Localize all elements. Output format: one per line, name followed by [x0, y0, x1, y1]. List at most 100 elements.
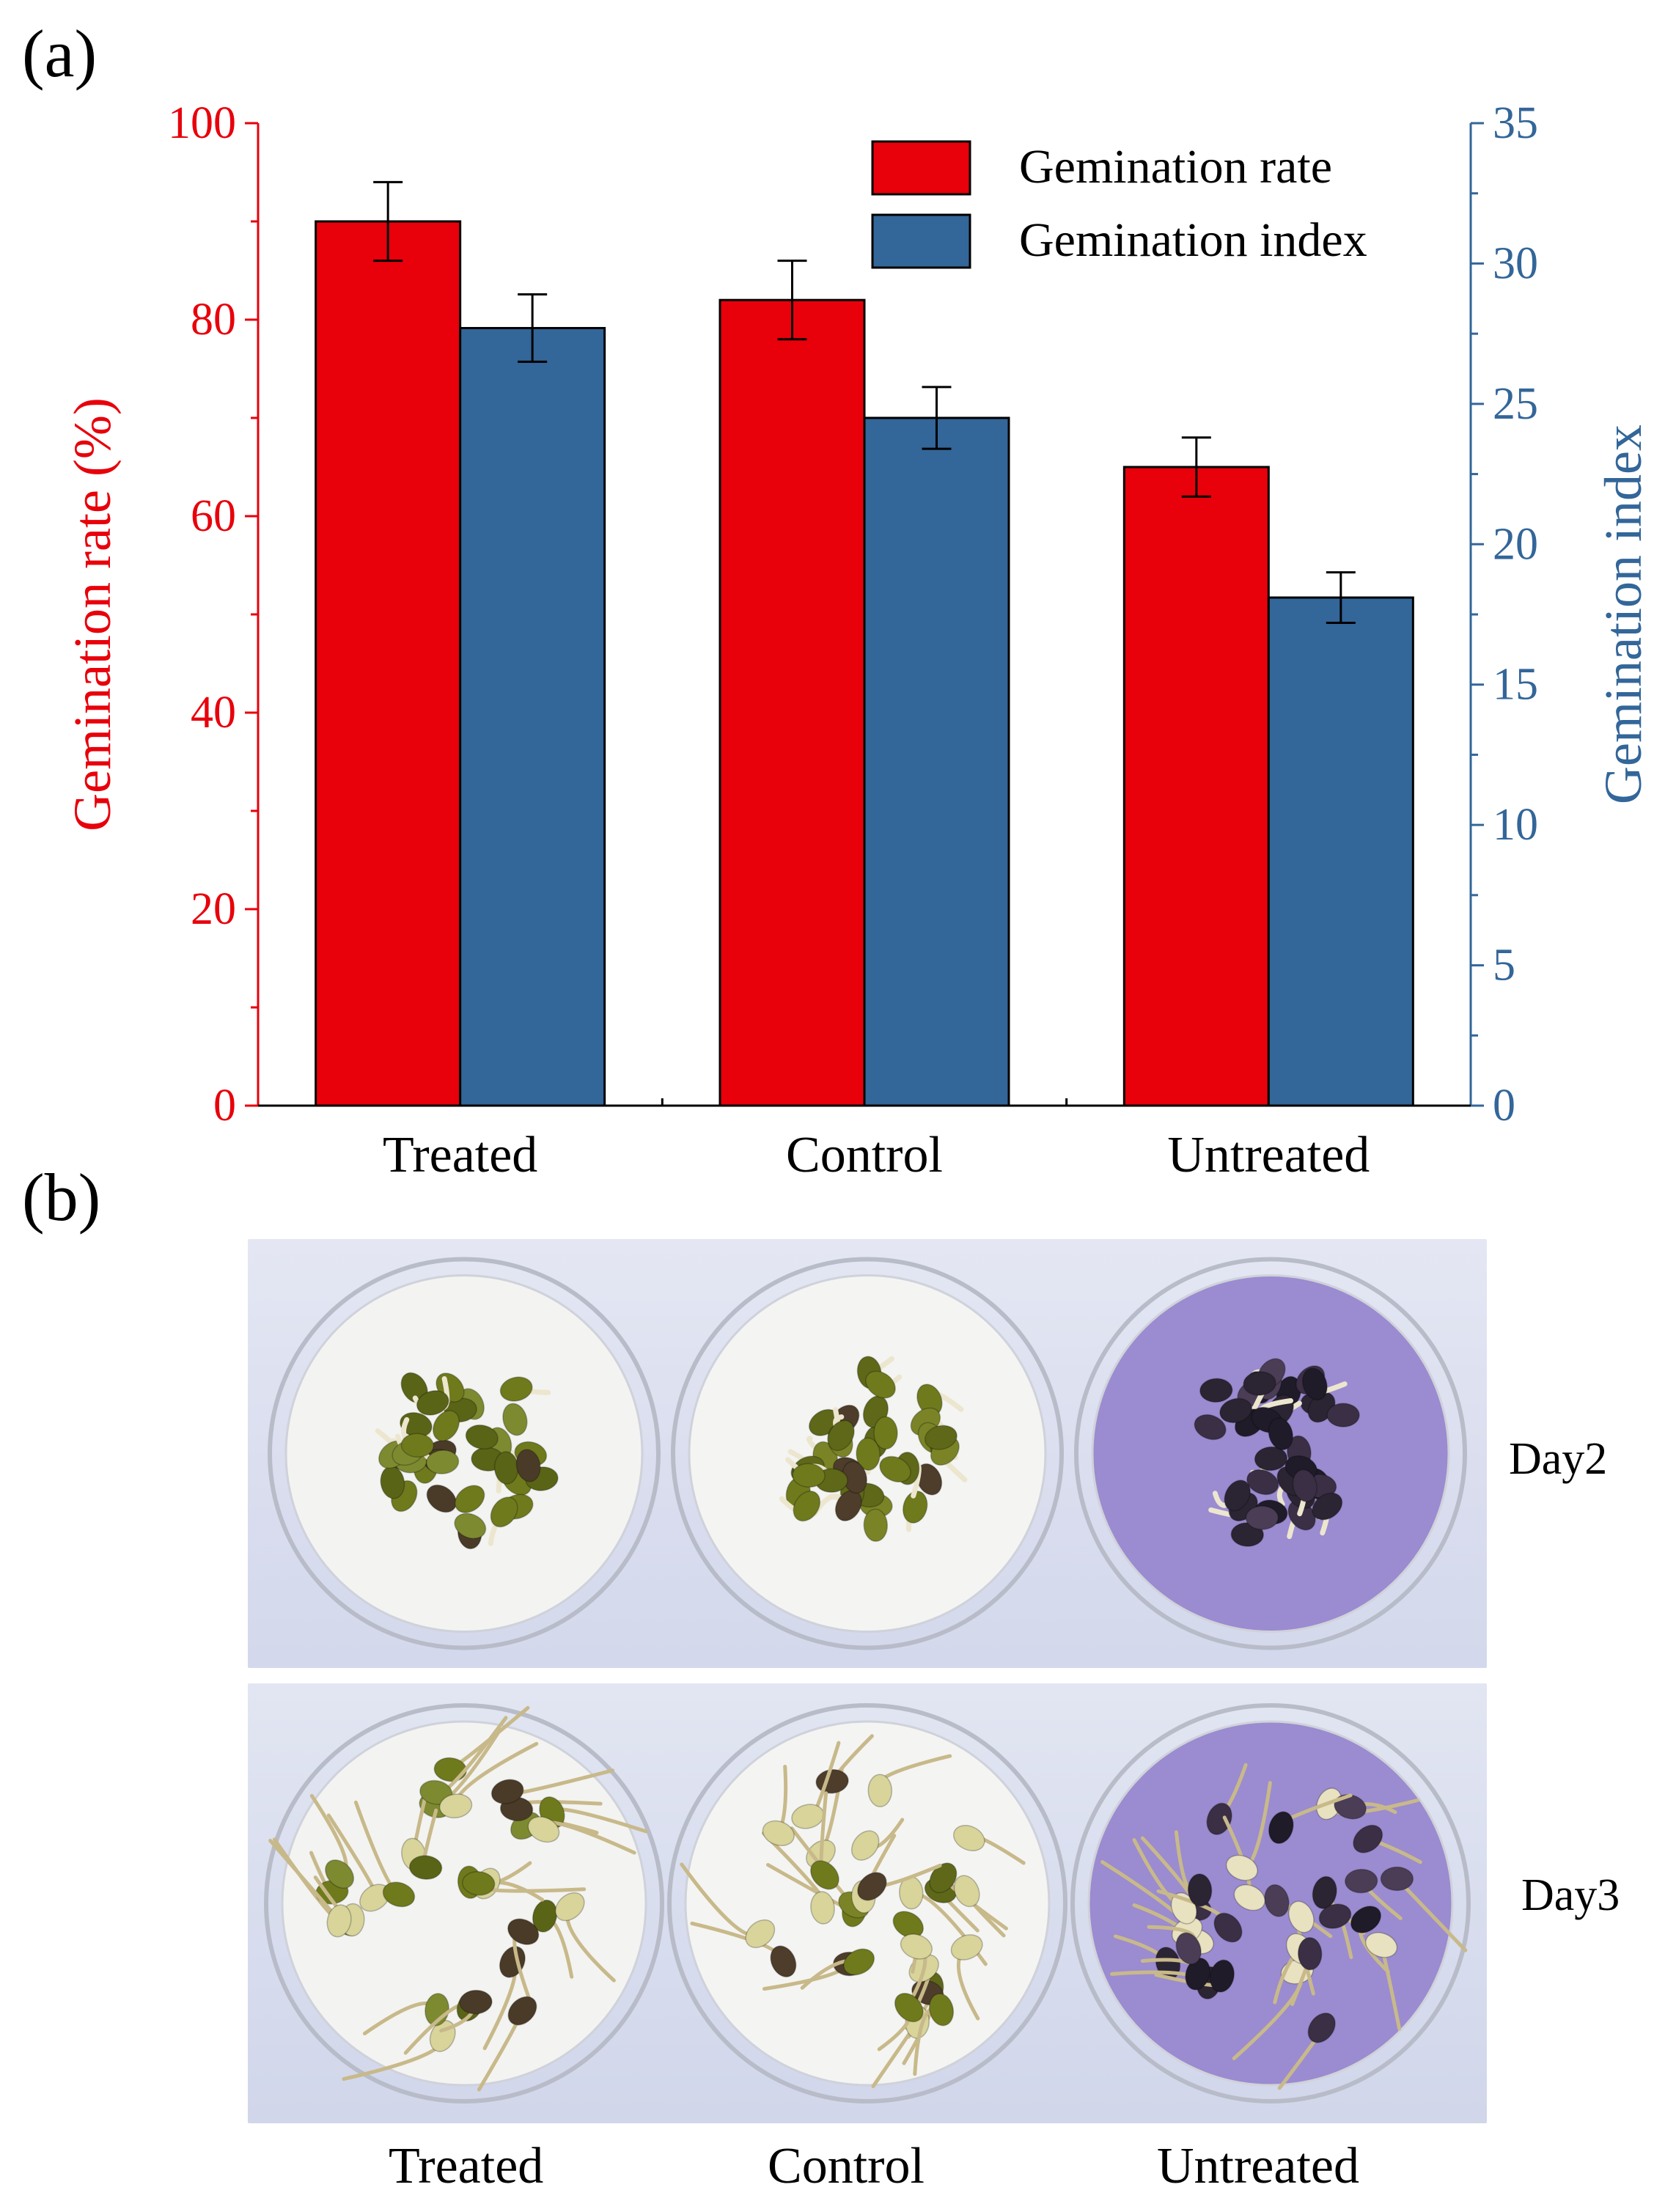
mung-bean [900, 1933, 933, 1960]
panel-a-label: (a) [22, 16, 98, 91]
dish-rim [264, 1703, 664, 2103]
legend-swatch-1 [871, 213, 971, 269]
mung-bean [1224, 1480, 1251, 1512]
mung-bean [438, 1793, 473, 1819]
y-axis-label: Gemination rate (%) [63, 397, 122, 831]
mung-bean [892, 1911, 925, 1939]
x-tick-label-treated: Treated [383, 1127, 537, 1183]
mung-bean [863, 1508, 889, 1543]
column-label-untreated: Untreated [1157, 2138, 1359, 2194]
mung-bean [792, 1463, 826, 1488]
mung-bean [856, 1437, 881, 1471]
mung-bean [1380, 1866, 1414, 1892]
mung-bean [432, 1410, 460, 1441]
mung-bean [400, 1433, 435, 1458]
mung-bean [1318, 1903, 1352, 1929]
mung-bean [873, 1416, 898, 1450]
mung-bean [416, 1390, 449, 1416]
y2-tick-label-10: 10 [1493, 800, 1538, 850]
mung-bean [827, 1419, 855, 1452]
mung-bean [1365, 1932, 1398, 1958]
day2-photo [248, 1239, 1487, 1668]
dish-rim [1070, 1703, 1471, 2103]
mung-bean [1185, 1957, 1210, 1991]
row-label-day2: Day2 [1509, 1434, 1608, 1484]
row-label-day3: Day3 [1521, 1870, 1620, 1920]
dish-rim [268, 1257, 661, 1650]
mung-bean [1213, 1912, 1243, 1943]
mung-bean [1307, 2013, 1336, 2043]
mung-bean [490, 1496, 518, 1528]
day3-dishes-illustration [264, 1703, 1471, 2103]
day3-photo [248, 1683, 1487, 2123]
column-label-control: Control [768, 2138, 925, 2194]
mung-bean [455, 1485, 485, 1513]
mung-bean [454, 1513, 487, 1540]
mung-bean [507, 1996, 537, 2026]
y2-tick-label-30: 30 [1493, 238, 1538, 288]
petri-dish-2 [671, 1257, 1064, 1650]
mung-bean [1297, 1936, 1323, 1971]
mung-bean [1268, 1811, 1294, 1845]
mung-bean [326, 1904, 352, 1938]
mung-bean [1268, 1417, 1294, 1451]
mung-bean [1209, 1959, 1235, 1993]
mung-bean [929, 1862, 958, 1894]
mung-bean [408, 1855, 443, 1880]
mung-bean [865, 1370, 896, 1399]
mung-bean [1312, 1492, 1343, 1521]
mung-bean [490, 1779, 524, 1804]
mung-bean [843, 1948, 875, 1976]
mung-bean [502, 1403, 528, 1436]
mung-bean [382, 1881, 416, 1908]
y2-tick-label-35: 35 [1493, 98, 1538, 148]
mung-bean [532, 1899, 558, 1933]
y2-tick-label-5: 5 [1493, 941, 1515, 991]
mung-bean [1301, 1367, 1328, 1401]
mung-bean [1225, 1854, 1258, 1881]
mung-bean [894, 1993, 924, 2023]
petri-dish-3 [1070, 1703, 1471, 2103]
y2-axis-label: Gemination index [1594, 425, 1653, 804]
petri-dish-3 [1074, 1257, 1467, 1650]
mung-bean [902, 1491, 928, 1524]
mung-bean [426, 1484, 457, 1513]
mung-bean [879, 1455, 911, 1482]
legend-label-0: Gemination rate [1019, 140, 1332, 194]
dish-paper [284, 1274, 644, 1633]
mung-bean [499, 1376, 533, 1402]
y-tick-label-40: 40 [191, 688, 236, 738]
bar-rate-untreated [1122, 466, 1270, 1107]
mung-bean [1206, 1802, 1232, 1835]
mung-bean [425, 1449, 460, 1474]
legend-label-1: Gemination index [1019, 213, 1367, 267]
legend-swatch-0 [871, 140, 971, 196]
mung-bean [770, 1945, 797, 1978]
mung-bean [325, 1859, 355, 1889]
mung-bean [1292, 1469, 1317, 1502]
mung-bean [465, 1424, 499, 1450]
mung-bean [745, 1919, 776, 1949]
mung-bean [1344, 1868, 1378, 1894]
mung-bean [1246, 1469, 1279, 1496]
mung-bean [1326, 1403, 1360, 1427]
mung-bean [1199, 1378, 1233, 1403]
mung-bean [507, 1918, 540, 1945]
y2-tick-label-20: 20 [1493, 519, 1538, 569]
x-tick-label-control: Control [786, 1127, 943, 1183]
x-tick-label-untreated: Untreated [1167, 1127, 1370, 1183]
mung-bean [1254, 1446, 1288, 1471]
y2-tick-label-0: 0 [1493, 1081, 1515, 1131]
mung-bean [850, 1830, 880, 1861]
dish-rim [667, 1703, 1067, 2103]
mung-bean [867, 1774, 893, 1807]
y-tick-label-0: 0 [213, 1081, 236, 1131]
mung-bean [1264, 1884, 1290, 1917]
mung-bean [950, 1934, 983, 1961]
mung-bean [1353, 1824, 1383, 1853]
petri-dish-1 [268, 1257, 661, 1650]
mung-bean [1245, 1505, 1279, 1530]
y-tick-label-20: 20 [191, 884, 236, 934]
mung-bean [810, 1860, 839, 1890]
